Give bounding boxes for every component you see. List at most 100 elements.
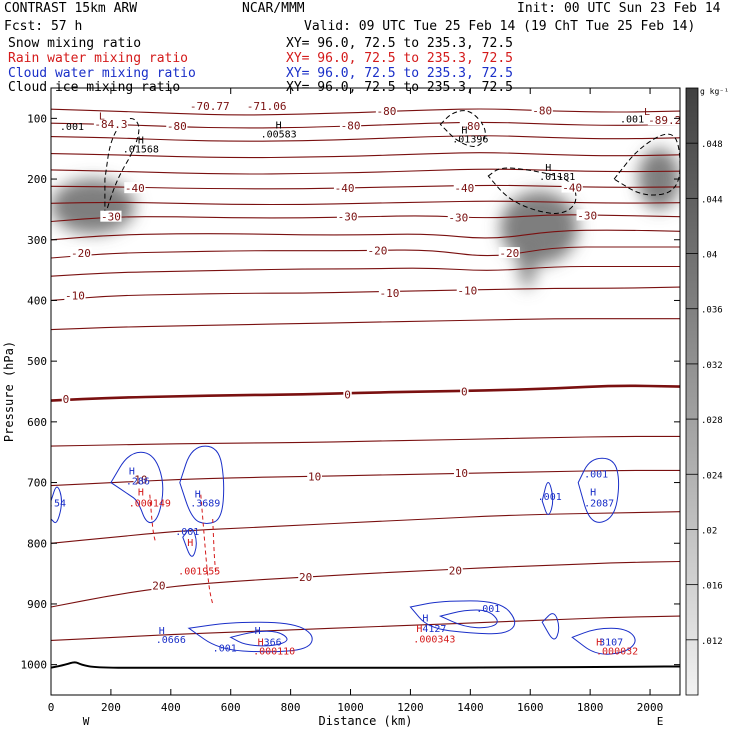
extremum-label: L [99,111,105,122]
x-tick-label: 200 [101,701,121,714]
extremum-label: .00583 [261,130,297,141]
isotherm-label-bg [336,210,359,222]
field-xy-cloudwater: XY= 96.0, 72.5 to 235.3, 72.5 [286,66,513,81]
field-xy-rain: XY= 96.0, 72.5 to 235.3, 72.5 [286,51,513,66]
field-xy-snow: XY= 96.0, 72.5 to 235.3, 72.5 [286,36,513,51]
extremum-label: H [545,163,551,174]
isotherm-line [51,135,680,142]
isotherm-label-bg [453,182,475,194]
isotherm-line [51,214,680,223]
colorbar-tick-label: .032 [701,361,723,371]
isotherm-label-bg [339,119,362,131]
extremum-label: .001 [175,527,199,538]
extremum-label: 3107 [599,638,623,649]
isotherm-label: -10 [380,287,400,300]
x-tick-label: 800 [281,701,301,714]
isotherm-label: -80 [377,105,397,118]
isotherm-line [51,168,680,175]
isotherm-label: 10 [134,474,147,487]
extremum-label: .000032 [596,647,638,658]
isotherm-label: -80 [167,120,187,133]
extremum-label: H [416,624,422,635]
isotherm-label: -40 [335,182,355,195]
colorbar-tick-label: .044 [701,195,723,205]
isotherm-label: -40 [454,182,474,195]
isotherm-line [51,121,680,129]
cloud-water-contour [577,457,620,523]
colorbar-tick-label: .024 [701,471,723,481]
extremum-label: 366 [264,638,282,649]
isotherm-label: -20 [71,247,91,260]
extremum-label: .001 [584,469,608,480]
isotherm-label-bg [561,181,583,193]
extremum-label: .001 [620,114,644,125]
cloud-ice-contour [439,110,486,147]
snow-region [638,148,680,210]
isotherm-line [51,108,680,116]
field-name-snow: Snow mixing ratio [8,36,142,51]
isotherm-label-bg [453,466,469,478]
y-tick-label: 500 [27,355,47,368]
isotherm-label-bg [93,117,128,129]
rain-contour [149,494,157,544]
extremum-label: .001 [213,644,237,655]
colorbar-unit: g kg⁻¹ [700,87,729,96]
isotherm-label: -80 [460,120,480,133]
x-tick-label: 2000 [637,701,664,714]
terrain-surface-line [51,661,680,669]
field-name-cloudwater: Cloud water mixing ratio [8,66,196,81]
colorbar-tick-label: .036 [701,306,723,316]
cloud-water-contour [182,528,197,557]
x-axis-title: Distance (km) [319,714,413,728]
plot-frame [50,87,681,696]
extremum-label: L [644,107,650,118]
rain-contour [200,494,214,605]
org-label: NCAR/MMM [242,1,305,16]
extremum-label: H [590,488,596,499]
x-tick-label: 1600 [517,701,544,714]
extremum-label: .000149 [129,499,171,510]
cloud-water-contour [409,600,516,635]
isotherm-label: -30 [338,211,358,224]
x-end-label-east: E [657,715,664,728]
isotherm-label-bg [460,385,469,397]
isotherm-line [51,615,680,641]
forecast-hour: Fcst: 57 h [4,19,83,34]
isotherm-label-bg [375,105,398,117]
isotherm-label-bg [647,114,680,126]
isotherm-line [51,152,680,159]
extremum-label: H [138,136,144,147]
valid-time: Valid: 09 UTC Tue 25 Feb 14 (19 ChT Tue … [304,19,696,34]
extremum-label: .000110 [253,647,295,658]
extremum-label: .01396 [452,134,488,145]
isotherm-label-bg [298,571,313,583]
colorbar-tick-label: .02 [701,526,717,536]
isotherm-label: -80 [341,120,361,133]
extremum-label: H [258,638,264,649]
isotherm-label-bg [100,210,122,222]
colorbar-tick-label: .04 [701,251,717,261]
isotherm-line [51,200,680,206]
extremum-label: H [129,466,135,477]
isotherm-label-bg [459,120,481,132]
isotherm-label-bg [70,247,92,259]
extremum-label: .286 [126,477,150,488]
isotherm-label-bg [333,182,356,194]
y-tick-label: 200 [27,173,47,186]
isotherm-label: -10 [457,285,477,298]
isotherm-label-bg [447,564,463,576]
cloud-water-contour [438,609,498,629]
isotherm-line [51,286,680,301]
extremum-label: H [138,488,144,499]
extremum-label: .001 [60,122,84,133]
plot-area: -80 -80-80-80-80-70.77 -71.06-84.3 -89.29-4… [51,100,680,669]
isotherm-label: 10 [308,470,321,483]
isotherm-label-bg [378,287,401,299]
isotherm-label-bg [343,388,352,400]
isotherm-label: -80 [532,104,552,117]
isotherm-label: -84.3 [94,118,127,131]
y-tick-label: 700 [27,477,47,490]
extremum-label: .0666 [156,635,186,646]
y-tick-label: 300 [27,234,47,247]
x-tick-label: 400 [161,701,181,714]
